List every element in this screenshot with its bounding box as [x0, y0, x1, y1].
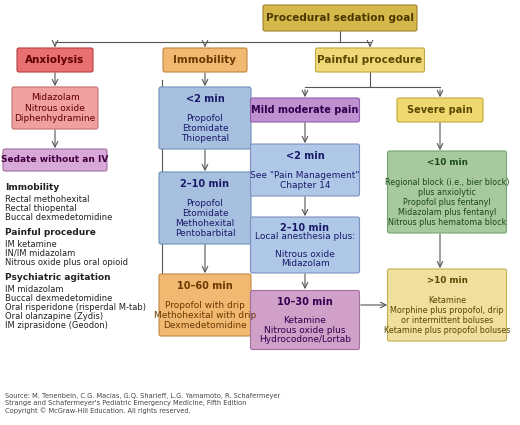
- Text: Rectal thiopental: Rectal thiopental: [5, 204, 76, 213]
- Text: Buccal dexmedetomidine: Buccal dexmedetomidine: [5, 213, 112, 222]
- Text: Ketamine: Ketamine: [283, 316, 327, 325]
- FancyBboxPatch shape: [251, 217, 359, 273]
- Text: Etomidate: Etomidate: [181, 124, 228, 133]
- Text: Painful procedure: Painful procedure: [5, 228, 96, 237]
- Text: Oral risperidone (risperdal M-tab): Oral risperidone (risperdal M-tab): [5, 303, 146, 312]
- FancyBboxPatch shape: [387, 269, 506, 341]
- Text: Ketamine: Ketamine: [428, 296, 466, 305]
- Text: Ketamine plus propofol boluses: Ketamine plus propofol boluses: [384, 326, 510, 335]
- Text: Dexmedetomidine: Dexmedetomidine: [163, 321, 247, 330]
- Text: Nitrous oxide plus oral opioid: Nitrous oxide plus oral opioid: [5, 258, 128, 267]
- Text: <2 min: <2 min: [186, 94, 224, 104]
- Text: Thiopental: Thiopental: [181, 134, 229, 143]
- Text: Methohexital with drip: Methohexital with drip: [154, 311, 256, 320]
- FancyBboxPatch shape: [316, 48, 424, 72]
- Text: Chapter 14: Chapter 14: [280, 181, 330, 190]
- FancyBboxPatch shape: [12, 87, 98, 129]
- Text: Midazolam plus fentanyl: Midazolam plus fentanyl: [398, 208, 496, 217]
- Text: Propofol plus fentanyl: Propofol plus fentanyl: [403, 198, 491, 207]
- Text: Rectal methohexital: Rectal methohexital: [5, 195, 89, 204]
- Text: Nitrous plus hematoma block: Nitrous plus hematoma block: [388, 218, 506, 227]
- FancyBboxPatch shape: [159, 172, 251, 244]
- FancyBboxPatch shape: [163, 48, 247, 72]
- Text: Immobility: Immobility: [174, 55, 237, 65]
- Text: Anxiolysis: Anxiolysis: [25, 55, 85, 65]
- Text: >10 min: >10 min: [426, 276, 467, 285]
- Text: Midazolam
Nitrous oxide
Diphenhydramine: Midazolam Nitrous oxide Diphenhydramine: [15, 93, 96, 123]
- Text: Oral olanzapine (Zydis): Oral olanzapine (Zydis): [5, 312, 103, 321]
- Text: Midazolam: Midazolam: [281, 259, 329, 268]
- Text: IM ketamine: IM ketamine: [5, 240, 57, 249]
- FancyBboxPatch shape: [251, 291, 359, 349]
- Text: Severe pain: Severe pain: [407, 105, 473, 115]
- Text: Etomidate: Etomidate: [181, 209, 228, 218]
- Text: Pentobarbital: Pentobarbital: [175, 229, 236, 238]
- Text: Nitrous oxide: Nitrous oxide: [275, 250, 335, 259]
- Text: Morphine plus propofol, drip: Morphine plus propofol, drip: [390, 306, 504, 315]
- FancyBboxPatch shape: [263, 5, 417, 31]
- Text: Propofol: Propofol: [187, 114, 224, 123]
- Text: 10–30 min: 10–30 min: [277, 297, 333, 307]
- Text: <2 min: <2 min: [285, 151, 324, 161]
- FancyBboxPatch shape: [17, 48, 93, 72]
- FancyBboxPatch shape: [3, 149, 107, 171]
- Text: 2–10 min: 2–10 min: [180, 179, 229, 189]
- Text: Painful procedure: Painful procedure: [317, 55, 423, 65]
- Text: Buccal dexmedetomidine: Buccal dexmedetomidine: [5, 294, 112, 303]
- Text: Psychiatric agitation: Psychiatric agitation: [5, 273, 111, 282]
- Text: Mild moderate pain: Mild moderate pain: [251, 105, 359, 115]
- Text: IM ziprasidone (Geodon): IM ziprasidone (Geodon): [5, 321, 108, 330]
- Text: Nitrous oxide plus: Nitrous oxide plus: [264, 326, 346, 335]
- FancyBboxPatch shape: [387, 151, 506, 233]
- Text: Sedate without an IV: Sedate without an IV: [2, 156, 109, 164]
- Text: Propofol: Propofol: [187, 199, 224, 208]
- FancyBboxPatch shape: [251, 98, 359, 122]
- Text: See "Pain Management": See "Pain Management": [250, 171, 360, 180]
- FancyBboxPatch shape: [251, 144, 359, 196]
- Text: plus anxiolytic: plus anxiolytic: [418, 188, 476, 197]
- Text: IN/IM midazolam: IN/IM midazolam: [5, 249, 75, 258]
- Text: 2–10 min: 2–10 min: [280, 224, 330, 233]
- Text: <10 min: <10 min: [426, 158, 467, 167]
- Text: IM midazolam: IM midazolam: [5, 285, 63, 294]
- FancyBboxPatch shape: [397, 98, 483, 122]
- Text: Local anesthesia plus:: Local anesthesia plus:: [255, 232, 355, 241]
- Text: Hydrocodone/Lortab: Hydrocodone/Lortab: [259, 335, 351, 344]
- Text: Regional block (i.e., bier block): Regional block (i.e., bier block): [385, 178, 509, 187]
- Text: 10–60 min: 10–60 min: [177, 281, 233, 291]
- Text: or intermittent boluses: or intermittent boluses: [401, 316, 493, 325]
- Text: Source: M. Tenenbein, C.G. Macias, G.Q. Sharieff, L.G. Yamamoto, R. Schafermeyer: Source: M. Tenenbein, C.G. Macias, G.Q. …: [5, 393, 280, 414]
- Text: Propofol with drip: Propofol with drip: [165, 301, 245, 310]
- Text: Procedural sedation goal: Procedural sedation goal: [266, 13, 414, 23]
- Text: Methohexital: Methohexital: [175, 219, 235, 228]
- FancyBboxPatch shape: [159, 87, 251, 149]
- FancyBboxPatch shape: [159, 274, 251, 336]
- Text: Immobility: Immobility: [5, 183, 59, 192]
